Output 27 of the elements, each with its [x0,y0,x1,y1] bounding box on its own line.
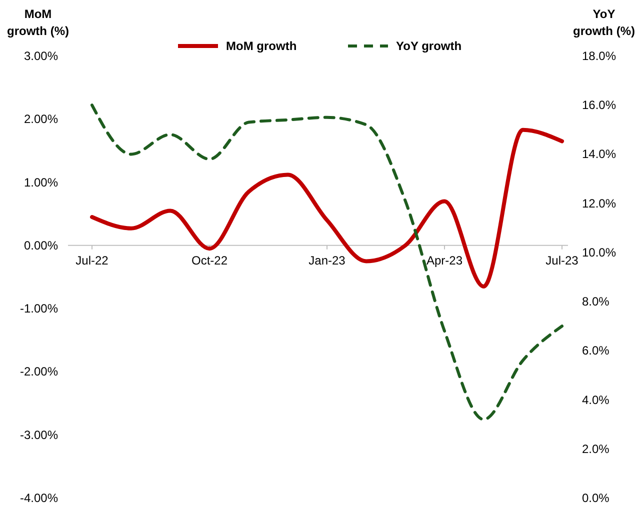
legend-label: MoM growth [226,39,297,53]
x-tick-label: Jan-23 [308,253,346,268]
y-tick-label: 1.00% [24,175,58,190]
y2-tick-label: 2.0% [582,442,610,456]
y-tick-label: -4.00% [20,491,58,505]
x-tick-label: Jul-23 [546,253,579,268]
y2-tick-label: 4.0% [582,392,610,407]
y-tick-label: -1.00% [20,302,58,316]
y2-tick-label: 12.0% [582,196,616,210]
y-tick-label: -2.00% [20,364,58,379]
y2-axis-title: YoY growth (%) [573,7,635,38]
y2-tick-label: 8.0% [582,294,610,309]
y2-tick-label: 16.0% [582,98,616,112]
x-tick-label: Apr-23 [426,253,463,268]
y2-tick-label: 18.0% [582,49,616,63]
legend-label: YoY growth [396,39,462,53]
y-tick-label: 0.00% [24,238,58,252]
y2-tick-label: 14.0% [582,147,616,162]
y2-tick-label: 0.0% [582,491,610,505]
y2-tick-label: 6.0% [582,344,610,358]
y-tick-label: 3.00% [24,49,58,63]
y-tick-label: 2.00% [24,112,58,126]
x-tick-label: Oct-22 [191,253,228,268]
x-tick-label: Jul-22 [76,253,109,268]
y-tick-label: -3.00% [20,428,58,442]
y-axis-title: MoM growth (%) [7,7,69,38]
y2-tick-label: 10.0% [582,245,616,260]
